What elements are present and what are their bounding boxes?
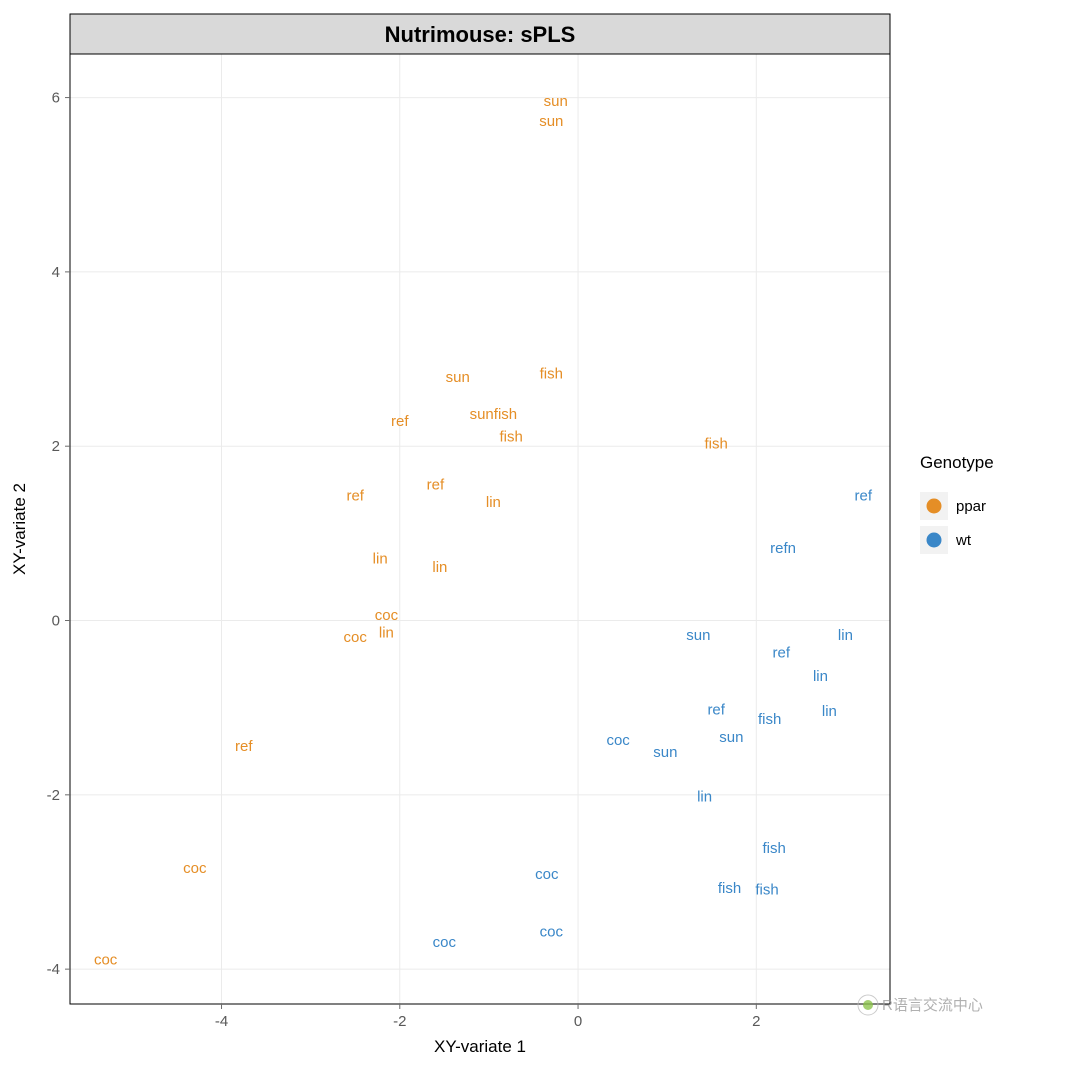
data-point: ref	[391, 413, 409, 430]
data-point: sun	[653, 744, 677, 761]
x-tick-label: -4	[215, 1013, 228, 1030]
data-point: lin	[838, 627, 853, 644]
plot-title: Nutrimouse: sPLS	[385, 22, 576, 47]
data-point: coc	[375, 607, 399, 624]
data-point: fish	[705, 435, 728, 452]
data-point: fish	[718, 880, 741, 897]
y-tick-label: 2	[52, 438, 60, 455]
data-point: fish	[758, 711, 781, 728]
x-axis-label: XY-variate 1	[434, 1037, 526, 1056]
data-point: ref	[427, 476, 445, 493]
y-tick-label: 4	[52, 264, 60, 281]
scatter-plot: Nutrimouse: sPLS -4 -2 0 2 -4 -2 0 2 4 6 XY-variate…	[0, 0, 1080, 1070]
x-tick-label: 0	[574, 1013, 582, 1030]
data-point: lin	[697, 788, 712, 805]
data-point: coc	[433, 934, 457, 951]
data-point: sun	[686, 627, 710, 644]
data-point: lin	[373, 550, 388, 567]
data-point: coc	[344, 629, 368, 646]
data-point: ref	[773, 645, 791, 662]
data-point: coc	[94, 951, 118, 968]
data-point: ref	[707, 701, 725, 718]
data-point: coc	[535, 866, 559, 883]
data-point: fish	[500, 428, 523, 445]
y-axis-label: XY-variate 2	[10, 483, 29, 575]
data-point: sun	[544, 93, 568, 110]
data-point: lin	[432, 559, 447, 576]
y-tick-label: -2	[47, 787, 60, 804]
data-point: ref	[346, 488, 364, 505]
data-point: lin	[813, 668, 828, 685]
data-point: coc	[183, 860, 207, 877]
data-point: sun	[446, 369, 470, 386]
data-point: fish	[762, 840, 785, 857]
legend-label: wt	[955, 532, 972, 549]
legend-marker	[927, 533, 942, 548]
data-point: sun	[539, 113, 563, 130]
data-point: lin	[486, 494, 501, 511]
y-tick-label: 6	[52, 90, 60, 107]
x-tick-label: 2	[752, 1013, 760, 1030]
x-tick-label: -2	[393, 1013, 406, 1030]
legend-marker	[927, 499, 942, 514]
data-point: fish	[540, 366, 563, 383]
data-point: coc	[540, 924, 564, 941]
y-tick-label: -4	[47, 961, 60, 978]
data-point: ref	[235, 738, 253, 755]
data-point: ref	[855, 488, 873, 505]
svg-text:R语言交流中心: R语言交流中心	[882, 996, 983, 1014]
data-point: sun	[719, 729, 743, 746]
data-point: fish	[755, 882, 778, 899]
data-point: lin	[822, 703, 837, 720]
data-point: sunfish	[470, 406, 518, 423]
data-point: coc	[606, 732, 630, 749]
legend-title: Genotype	[920, 453, 994, 472]
y-tick-label: 0	[52, 613, 60, 630]
data-point: refn	[770, 540, 796, 557]
data-point: lin	[379, 625, 394, 642]
legend-label: ppar	[956, 498, 986, 515]
